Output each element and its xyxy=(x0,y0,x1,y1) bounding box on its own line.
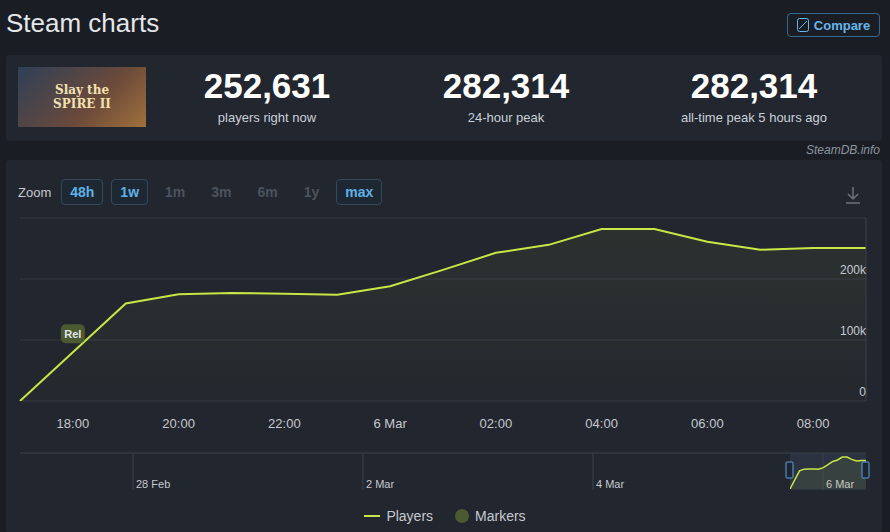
svg-text:06:00: 06:00 xyxy=(691,416,724,431)
svg-text:02:00: 02:00 xyxy=(480,416,513,431)
svg-text:20:00: 20:00 xyxy=(162,416,195,431)
svg-text:2 Mar: 2 Mar xyxy=(366,478,394,490)
html-text:Compare: Compare xyxy=(813,17,871,33)
svg-text:200k: 200k xyxy=(840,263,867,277)
html-text:6m: 6m xyxy=(257,184,278,200)
html-text:1y: 1y xyxy=(303,184,320,200)
html-text:1m: 1m xyxy=(165,184,186,200)
html-text:Players: Players xyxy=(386,508,434,524)
html-text:all-time peak 5 hours ago: all-time peak 5 hours ago xyxy=(681,110,827,125)
svg-text:0: 0 xyxy=(859,385,866,399)
html-text:24-hour peak: 24-hour peak xyxy=(467,110,545,125)
svg-text:6 Mar: 6 Mar xyxy=(374,416,408,431)
html-text:282,314: 282,314 xyxy=(442,66,570,105)
html-text:48h: 48h xyxy=(70,184,95,200)
svg-text:Rel: Rel xyxy=(64,328,81,340)
html-text:Markers: Markers xyxy=(475,508,526,524)
svg-text:08:00: 08:00 xyxy=(797,416,830,431)
html-text:1w: 1w xyxy=(120,184,139,200)
svg-text:18:00: 18:00 xyxy=(57,416,90,431)
svg-text:4 Mar: 4 Mar xyxy=(596,478,624,490)
html-text:SteamDB.info: SteamDB.info xyxy=(806,143,880,157)
html-text:282,314: 282,314 xyxy=(690,66,818,105)
html-text:Zoom: Zoom xyxy=(18,184,52,200)
svg-text:04:00: 04:00 xyxy=(585,416,618,431)
html-text:players right now: players right now xyxy=(217,110,317,125)
html-text:3m: 3m xyxy=(211,184,232,200)
html-text:Steam charts: Steam charts xyxy=(6,8,160,38)
html-text:Slay the SPIRE II: Slay the SPIRE II xyxy=(53,83,111,111)
html-text:max: max xyxy=(345,184,374,200)
html-text:252,631: 252,631 xyxy=(203,66,331,105)
svg-text:28 Feb: 28 Feb xyxy=(136,478,170,490)
svg-text:100k: 100k xyxy=(840,324,867,338)
svg-text:22:00: 22:00 xyxy=(268,416,301,431)
